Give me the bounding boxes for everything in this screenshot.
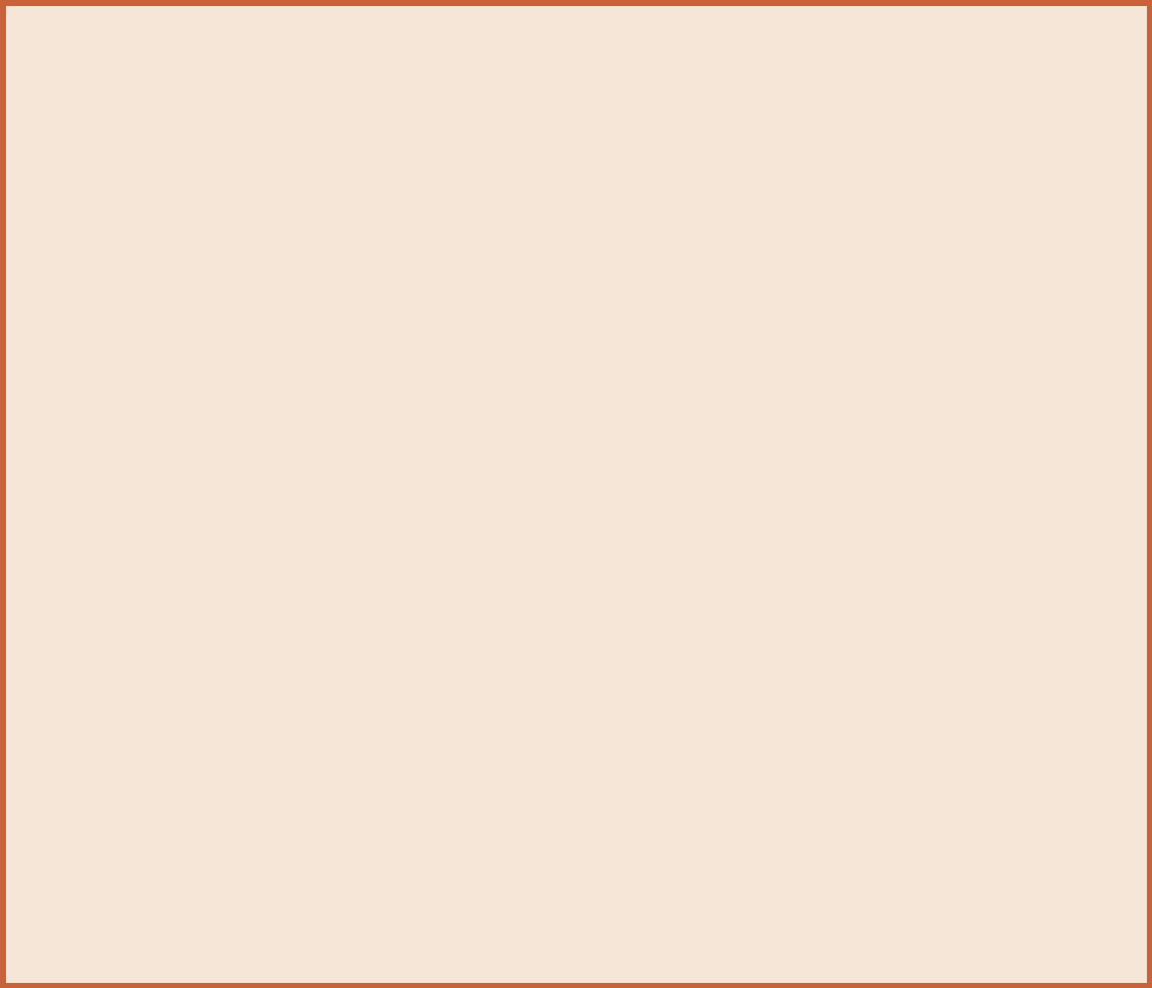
Text: 27: 27 bbox=[669, 563, 697, 583]
Text: one event assum-: one event assum- bbox=[828, 203, 1021, 222]
Text: 7.5%: 7.5% bbox=[499, 416, 555, 436]
Text: 40: 40 bbox=[828, 563, 856, 583]
Text: ing PCR equations: ing PCR equations bbox=[828, 249, 1024, 269]
Text: risk: risk bbox=[499, 295, 538, 315]
Text: overestimate risk: overestimate risk bbox=[828, 295, 1016, 315]
Text: 7.5%: 7.5% bbox=[56, 710, 113, 730]
Text: Predicted: Predicted bbox=[306, 249, 408, 269]
Text: Table 1. Reduction in Cardiovascular Events and NNT*: Table 1. Reduction in Cardiovascular Eve… bbox=[45, 63, 847, 89]
Text: 22.5%: 22.5% bbox=[306, 416, 377, 436]
Text: 1.87%: 1.87% bbox=[499, 710, 569, 730]
Text: Predicted 10-year: Predicted 10-year bbox=[56, 203, 249, 222]
Text: 60: 60 bbox=[828, 636, 856, 657]
Text: prevent: prevent bbox=[669, 295, 752, 315]
Text: 30: 30 bbox=[828, 490, 856, 510]
Text: 40: 40 bbox=[669, 636, 697, 657]
Text: with Statin Use: with Statin Use bbox=[45, 104, 273, 130]
Text: 11.25%: 11.25% bbox=[306, 563, 391, 583]
Text: 13: 13 bbox=[669, 416, 697, 436]
Text: 20.0%: 20.0% bbox=[56, 490, 128, 510]
Text: ing a 25% relative risk reduction of cardiovascular events.: ing a 25% relative risk reduction of car… bbox=[45, 941, 634, 960]
Text: NNT to prevent: NNT to prevent bbox=[828, 155, 992, 176]
Text: 3.75%: 3.75% bbox=[306, 783, 377, 804]
Text: 15.0%: 15.0% bbox=[306, 490, 377, 510]
Text: vascular event: vascular event bbox=[56, 295, 215, 315]
Text: 80: 80 bbox=[669, 783, 697, 804]
Text: Information from reference 6.: Information from reference 6. bbox=[45, 968, 344, 987]
Text: risk with: risk with bbox=[306, 295, 397, 315]
Text: NNT to: NNT to bbox=[669, 249, 743, 269]
Text: by 50%: by 50% bbox=[828, 342, 909, 363]
Text: statin use: statin use bbox=[306, 342, 412, 363]
Text: 20: 20 bbox=[669, 490, 697, 510]
Text: 7.5%: 7.5% bbox=[306, 636, 363, 657]
Text: 120: 120 bbox=[828, 783, 870, 804]
Text: 30.0%: 30.0% bbox=[56, 416, 128, 436]
Text: 5.63%: 5.63% bbox=[306, 710, 377, 730]
Text: 1.25%: 1.25% bbox=[499, 783, 570, 804]
Text: 20: 20 bbox=[828, 416, 856, 436]
Text: 15.0%: 15.0% bbox=[56, 563, 128, 583]
Text: 53: 53 bbox=[669, 710, 697, 730]
Text: 2.5%: 2.5% bbox=[499, 636, 555, 657]
Text: Absolute: Absolute bbox=[499, 249, 593, 269]
Text: one event: one event bbox=[669, 342, 778, 363]
Text: (PCR equations): (PCR equations) bbox=[56, 342, 229, 363]
Text: 3.75%: 3.75% bbox=[499, 563, 570, 583]
Text: risk of a cardio-: risk of a cardio- bbox=[56, 249, 225, 269]
Text: *—Based on estimated 10-year atherosclerotic cardiovascular disease risk and ass: *—Based on estimated 10-year atheroscler… bbox=[45, 911, 920, 930]
Text: NNT = number needed to treat; PCR = Pooled Cohort Risk.: NNT = number needed to treat; PCR = Pool… bbox=[45, 878, 638, 898]
Text: reduction: reduction bbox=[499, 342, 601, 363]
Text: 5.0%: 5.0% bbox=[56, 783, 113, 804]
Text: 5.0%: 5.0% bbox=[499, 490, 555, 510]
Text: 10.0%: 10.0% bbox=[56, 636, 128, 657]
Text: 80: 80 bbox=[828, 710, 856, 730]
